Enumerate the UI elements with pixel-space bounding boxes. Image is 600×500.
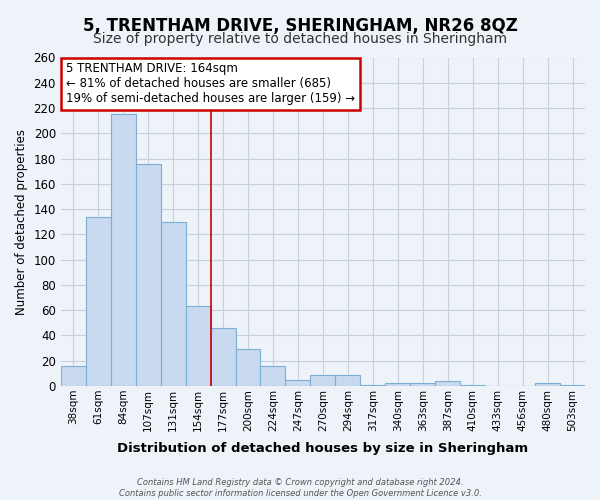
Bar — [535, 384, 560, 386]
Bar — [86, 216, 111, 386]
Bar — [136, 164, 161, 386]
Bar — [560, 384, 585, 386]
Bar — [260, 366, 286, 386]
Text: 5, TRENTHAM DRIVE, SHERINGHAM, NR26 8QZ: 5, TRENTHAM DRIVE, SHERINGHAM, NR26 8QZ — [83, 18, 517, 36]
Y-axis label: Number of detached properties: Number of detached properties — [15, 128, 28, 314]
Bar — [361, 384, 385, 386]
Bar — [385, 384, 410, 386]
Bar — [236, 350, 260, 386]
Bar — [286, 380, 310, 386]
Text: 5 TRENTHAM DRIVE: 164sqm
← 81% of detached houses are smaller (685)
19% of semi-: 5 TRENTHAM DRIVE: 164sqm ← 81% of detach… — [66, 62, 355, 106]
Bar — [435, 381, 460, 386]
Bar — [161, 222, 185, 386]
Bar — [335, 374, 361, 386]
Bar — [111, 114, 136, 386]
Bar — [211, 328, 236, 386]
Text: Contains HM Land Registry data © Crown copyright and database right 2024.
Contai: Contains HM Land Registry data © Crown c… — [119, 478, 481, 498]
Bar — [310, 374, 335, 386]
Bar — [61, 366, 86, 386]
X-axis label: Distribution of detached houses by size in Sheringham: Distribution of detached houses by size … — [118, 442, 529, 455]
Bar — [460, 384, 485, 386]
Bar — [185, 306, 211, 386]
Text: Size of property relative to detached houses in Sheringham: Size of property relative to detached ho… — [93, 32, 507, 46]
Bar — [410, 384, 435, 386]
